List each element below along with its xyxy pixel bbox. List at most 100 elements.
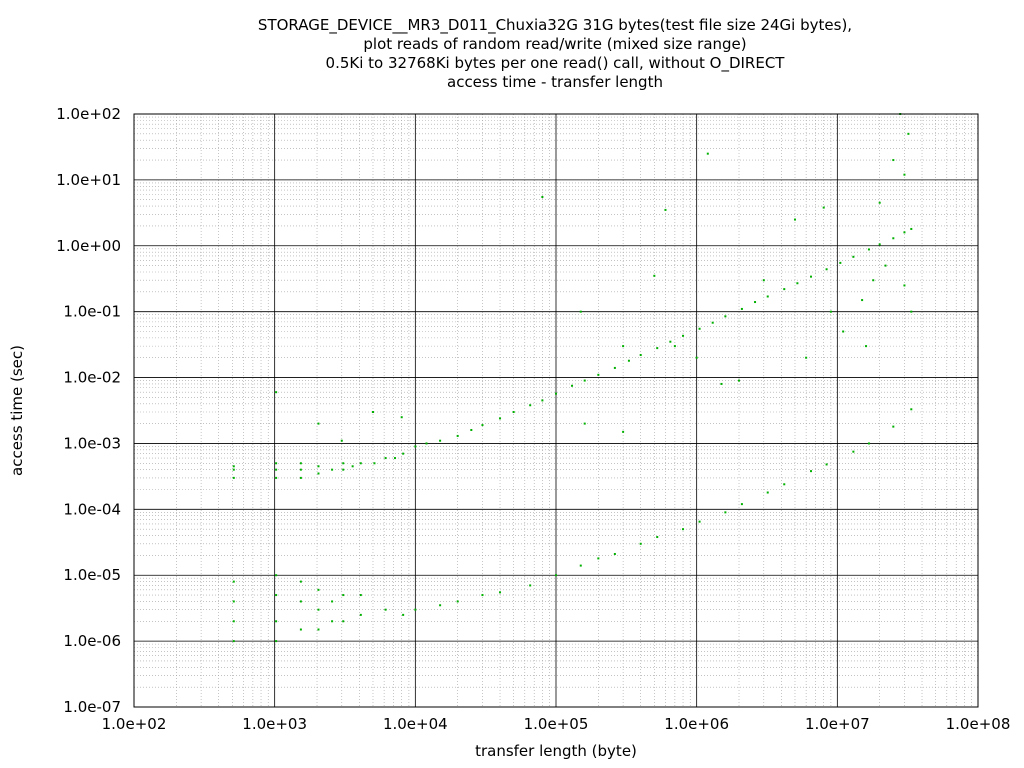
data-point-s2: [706, 152, 709, 155]
data-point-s0: [232, 476, 235, 479]
data-point-s0: [910, 227, 913, 230]
data-point-s0: [275, 462, 278, 465]
data-point-s1: [331, 600, 334, 603]
title-line-1: STORAGE_DEVICE__MR3_D011_Chuxia32G 31G b…: [257, 16, 853, 34]
data-point-s2: [793, 218, 796, 221]
data-point-s0: [903, 231, 906, 234]
data-point-s1: [613, 552, 616, 555]
data-points: [232, 113, 913, 643]
data-point-s1: [299, 580, 302, 583]
data-point-s2: [653, 274, 656, 277]
data-point-s1: [439, 604, 442, 607]
data-point-s2: [340, 439, 343, 442]
x-tick-label: 1.0e+05: [524, 715, 589, 733]
plot-frame: [133, 113, 979, 708]
data-point-s0: [541, 399, 544, 402]
data-point-s1: [232, 640, 235, 643]
data-point-s0: [232, 468, 235, 471]
data-point-s2: [861, 299, 864, 302]
data-point-s1: [299, 628, 302, 631]
data-point-s0: [669, 340, 672, 343]
data-point-s0: [754, 301, 757, 304]
data-point-s1: [481, 594, 484, 597]
data-point-s0: [613, 366, 616, 369]
x-tick-label: 1.0e+07: [805, 715, 870, 733]
data-point-s2: [907, 132, 910, 135]
data-point-s2: [371, 411, 374, 414]
data-point-s0: [892, 237, 895, 240]
data-point-s2: [884, 264, 887, 267]
data-point-s0: [359, 462, 362, 465]
data-point-s2: [842, 330, 845, 333]
data-point-s2: [829, 310, 832, 313]
data-point-s2: [400, 416, 403, 419]
y-tick-label: 1.0e-07: [63, 698, 121, 716]
data-point-s1: [766, 491, 769, 494]
data-point-s1: [597, 557, 600, 560]
data-point-s0: [232, 465, 235, 468]
data-point-s1: [555, 574, 557, 577]
data-point-s0: [456, 434, 459, 437]
data-point-s2: [878, 201, 881, 204]
data-point-s1: [275, 640, 278, 643]
data-point-s0: [342, 468, 345, 471]
data-point-s1: [275, 574, 278, 577]
x-tick-label: 1.0e+08: [946, 715, 1011, 733]
data-point-s0: [299, 476, 302, 479]
axis-ticks: 1.0e+02 1.0e+03 1.0e+04 1.0e+05 1.0e+06 1.0e+…: [56, 105, 1010, 733]
data-point-s0: [583, 379, 586, 382]
data-point-s1: [359, 613, 362, 616]
data-point-s0: [852, 255, 855, 258]
data-point-s2: [762, 279, 765, 282]
data-point-s2: [892, 159, 895, 162]
data-point-s0: [342, 462, 345, 465]
data-point-s1: [317, 608, 320, 611]
data-point-s1: [867, 442, 870, 445]
data-point-s1: [342, 594, 345, 597]
data-point-s0: [783, 288, 786, 291]
data-point-s0: [275, 476, 278, 479]
data-point-s0: [299, 462, 302, 465]
data-point-s2: [317, 422, 320, 425]
data-point-s1: [910, 408, 913, 411]
data-point-s2: [738, 379, 741, 382]
data-point-s0: [656, 347, 659, 350]
data-point-s0: [682, 334, 685, 337]
y-tick-label: 1.0e+01: [56, 171, 121, 189]
data-point-s0: [317, 472, 320, 475]
data-point-s1: [656, 536, 659, 539]
data-point-s1: [682, 528, 685, 531]
y-tick-label: 1.0e-05: [63, 566, 121, 584]
data-point-s0: [597, 373, 600, 376]
data-point-s2: [275, 391, 278, 394]
chart-title: STORAGE_DEVICE__MR3_D011_Chuxia32G 31G b…: [0, 16, 1024, 92]
data-point-s1: [740, 503, 743, 506]
data-point-s0: [331, 468, 334, 471]
data-point-s2: [805, 356, 808, 359]
data-point-s2: [903, 284, 906, 287]
data-point-s1: [275, 620, 278, 623]
data-point-s1: [499, 591, 502, 594]
data-point-s2: [720, 382, 723, 385]
data-point-s0: [414, 445, 417, 448]
data-point-s1: [384, 608, 387, 611]
data-point-s2: [872, 279, 875, 282]
data-point-s0: [299, 468, 302, 471]
data-point-s1: [579, 564, 582, 567]
data-point-s1: [317, 588, 320, 591]
data-point-s1: [810, 470, 813, 473]
data-point-s1: [331, 620, 334, 623]
data-point-s0: [571, 384, 574, 387]
data-point-s1: [275, 594, 278, 597]
title-line-2: plot reads of random read/write (mixed s…: [363, 35, 747, 53]
title-line-4: access time - transfer length: [447, 73, 663, 91]
data-point-s2: [903, 173, 906, 176]
data-point-s2: [695, 356, 698, 359]
grid: [133, 113, 979, 708]
data-point-s0: [373, 462, 376, 465]
data-point-s1: [414, 608, 417, 611]
data-point-s1: [317, 628, 320, 631]
data-point-s1: [529, 584, 532, 587]
data-point-s0: [867, 248, 870, 251]
